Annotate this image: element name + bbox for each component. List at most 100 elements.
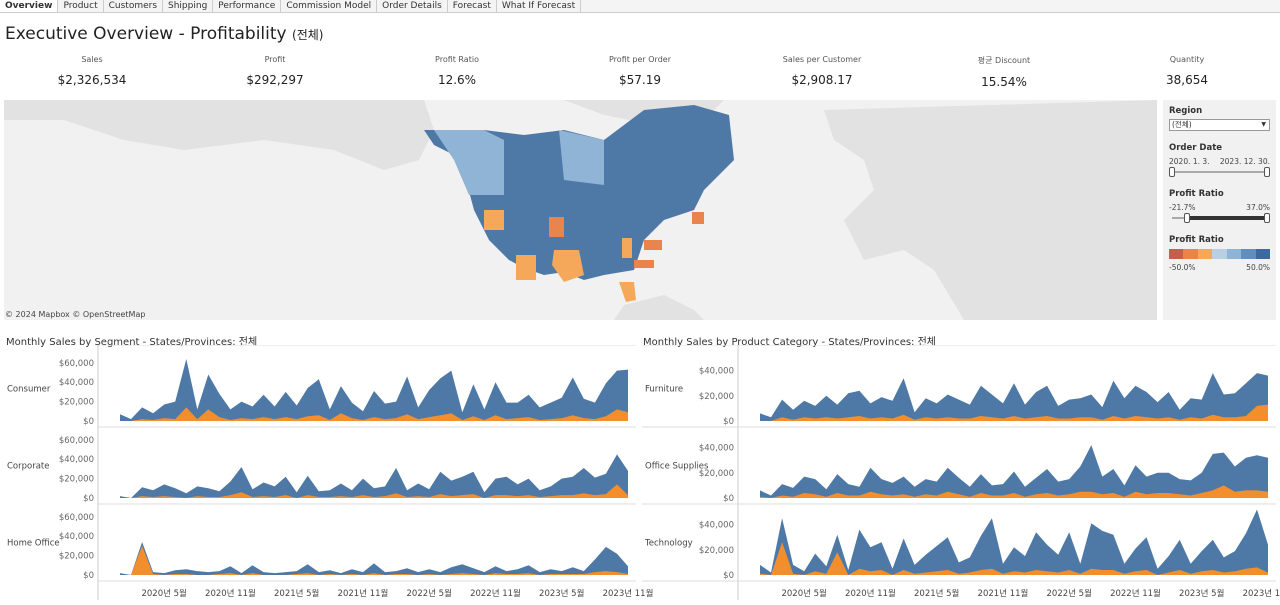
y-tick-label: $0 — [723, 494, 734, 504]
profit-ratio-min: -21.7% — [1169, 203, 1196, 212]
y-tick-label: $20,000 — [59, 475, 94, 485]
kpi-label: 평균 Discount — [977, 56, 1031, 65]
tab-forecast[interactable]: Forecast — [448, 0, 497, 12]
category-chart-title: Monthly Sales by Product Category - Stat… — [643, 337, 937, 348]
tab-performance[interactable]: Performance — [213, 0, 282, 12]
tab-shipping[interactable]: Shipping — [163, 0, 214, 12]
profit-area[interactable] — [120, 407, 628, 421]
land-arctic — [4, 100, 434, 170]
kpi-value: 15.54% — [981, 75, 1027, 89]
sales-area[interactable] — [760, 373, 1268, 421]
order-date-start: 2020. 1. 3. — [1169, 157, 1210, 166]
panel-office-supplies[interactable]: $0 $20,000 $40,000 Office Supplies — [642, 444, 1276, 505]
legend-swatch — [1241, 249, 1256, 259]
kpi-label: Sales per Customer — [782, 55, 862, 64]
profit-ratio-map[interactable] — [4, 100, 1157, 320]
sales-area[interactable] — [120, 359, 628, 421]
map-state-pennsylvania[interactable] — [644, 240, 662, 250]
profit-area[interactable] — [760, 542, 1268, 575]
sales-area[interactable] — [760, 445, 1268, 498]
map-state-north-carolina[interactable] — [634, 260, 654, 268]
panel-label: Furniture — [645, 385, 683, 395]
tab-order-details[interactable]: Order Details — [377, 0, 448, 12]
legend-swatch — [1212, 249, 1227, 259]
kpi-value: $292,297 — [246, 73, 304, 87]
y-tick-label: $40,000 — [59, 378, 94, 388]
map-state-texas[interactable] — [552, 250, 584, 282]
map-state-florida[interactable] — [619, 282, 636, 302]
map-west-canada[interactable] — [434, 130, 504, 195]
slider-handle-end[interactable] — [1264, 213, 1270, 223]
tab-what-if-forecast[interactable]: What If Forecast — [497, 0, 582, 12]
panel-corporate[interactable]: $0 $20,000 $40,000 $60,000 Corporate — [7, 436, 636, 505]
y-tick-label: $0 — [723, 417, 734, 427]
y-tick-label: $40,000 — [699, 367, 734, 377]
map-province-nova-scotia[interactable] — [692, 212, 704, 224]
panel-label: Consumer — [7, 385, 51, 395]
sales-area[interactable] — [120, 454, 628, 498]
panel-home-office[interactable]: $0 $20,000 $40,000 $60,000 Home Office — [7, 513, 636, 582]
kpi-3: Profit per Order $57.19 — [565, 55, 715, 87]
map-canvas[interactable] — [4, 100, 1157, 320]
tab-overview[interactable]: Overview — [0, 0, 59, 12]
map-state-colorado[interactable] — [549, 217, 564, 237]
map-credit: © 2024 Mapbox © OpenStreetMap — [5, 310, 146, 319]
x-tick-label: 2020년 5월 — [141, 588, 186, 599]
y-tick-label: $20,000 — [59, 398, 94, 408]
order-date-slider[interactable] — [1169, 167, 1270, 177]
y-tick-label: $0 — [83, 571, 94, 581]
tab-bar: Overview Product Customers Shipping Performa… — [0, 0, 1280, 13]
order-date-range: 2020. 1. 3. 2023. 12. 30. — [1169, 157, 1270, 166]
y-tick-label: $60,000 — [59, 513, 94, 523]
slider-handle-start[interactable] — [1184, 213, 1190, 223]
profit-ratio-range: -21.7% 37.0% — [1169, 203, 1270, 212]
kpi-value: 12.6% — [437, 73, 477, 87]
kpi-label: Quantity — [1169, 55, 1205, 64]
x-tick-label: 2021년 11월 — [338, 588, 389, 599]
tab-customers[interactable]: Customers — [104, 0, 164, 12]
panel-technology[interactable]: $0 $20,000 $40,000 Technology — [642, 509, 1276, 582]
x-tick-label: 2020년 11월 — [205, 588, 256, 599]
panel-consumer[interactable]: $0 $20,000 $40,000 $60,000 Consumer — [7, 359, 636, 428]
profit-area[interactable] — [120, 484, 628, 498]
title-main: Executive Overview - Profitability — [5, 24, 287, 44]
map-state-arizona[interactable] — [516, 255, 536, 280]
slider-track — [1172, 171, 1267, 173]
kpi-value: $2,326,534 — [57, 73, 127, 87]
x-tick-label: 2022년 5월 — [1047, 588, 1092, 599]
kpi-value: $2,908.17 — [791, 73, 853, 87]
region-label: Region — [1169, 106, 1203, 116]
y-tick-label: $20,000 — [59, 552, 94, 562]
y-tick-label: $0 — [83, 494, 94, 504]
map-state-oregon[interactable] — [484, 210, 504, 230]
land-south-america — [614, 295, 704, 320]
y-tick-label: $20,000 — [699, 469, 734, 479]
slider-handle-start[interactable] — [1169, 167, 1175, 177]
x-tick-label: 2021년 5월 — [914, 588, 959, 599]
order-date-end: 2023. 12. 30. — [1219, 157, 1270, 166]
map-state-illinois[interactable] — [622, 238, 632, 258]
tab-commission-model[interactable]: Commission Model — [281, 0, 378, 12]
x-tick-label: 2021년 5월 — [274, 588, 319, 599]
y-tick-label: $40,000 — [59, 532, 94, 542]
profit-area[interactable] — [760, 404, 1268, 421]
slider-handle-end[interactable] — [1264, 167, 1270, 177]
tab-product[interactable]: Product — [58, 0, 104, 12]
y-tick-label: $60,000 — [59, 359, 94, 369]
x-tick-label: 2020년 11월 — [845, 588, 896, 599]
kpi-label: Sales — [81, 55, 103, 64]
y-tick-label: $20,000 — [699, 546, 734, 556]
sales-area[interactable] — [120, 542, 628, 575]
legend-swatch — [1169, 249, 1184, 259]
panel-furniture[interactable]: $0 $20,000 $40,000 Furniture — [642, 367, 1276, 428]
region-dropdown[interactable]: (전체) ▼ — [1169, 119, 1270, 131]
kpi-label: Profit — [264, 55, 286, 64]
panel-label: Office Supplies — [645, 462, 709, 472]
segment-chart-title: Monthly Sales by Segment - States/Provin… — [6, 337, 258, 348]
profit-ratio-slider[interactable] — [1169, 213, 1270, 223]
sales-area[interactable] — [760, 509, 1268, 576]
profit-area[interactable] — [760, 485, 1268, 498]
color-legend — [1169, 249, 1270, 259]
map-central-canada[interactable] — [559, 130, 604, 185]
chevron-down-icon: ▼ — [1261, 121, 1266, 128]
